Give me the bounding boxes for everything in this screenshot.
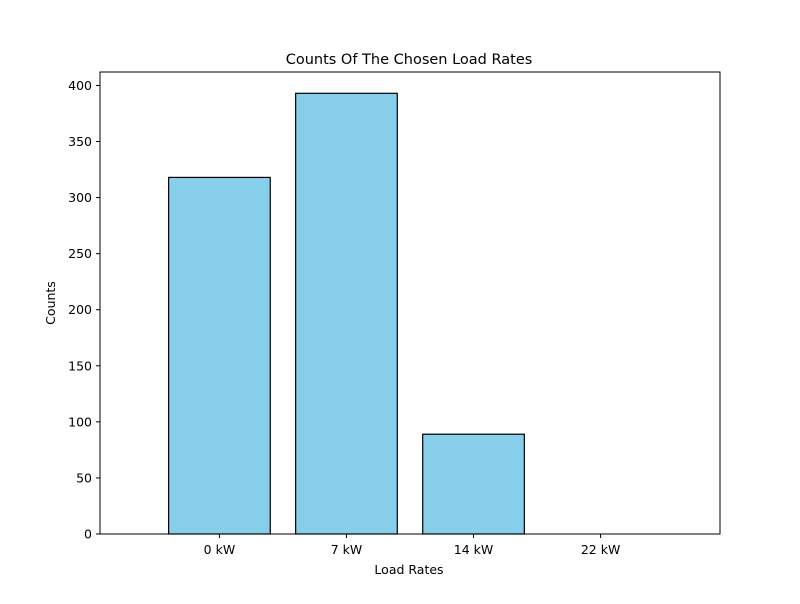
x-tick-label: 22 kW xyxy=(581,542,620,557)
y-tick-label: 200 xyxy=(68,302,92,317)
chart-title: Counts Of The Chosen Load Rates xyxy=(286,52,533,68)
x-tick-label: 0 kW xyxy=(204,542,236,557)
y-tick-label: 250 xyxy=(68,246,92,261)
y-tick-label: 0 xyxy=(84,527,92,542)
y-tick-label: 100 xyxy=(68,414,92,429)
x-axis-label: Load Rates xyxy=(374,562,443,577)
y-tick-label: 400 xyxy=(68,78,92,93)
x-tick-label: 14 kW xyxy=(454,542,493,557)
axes-group xyxy=(99,71,721,535)
y-axis-label: Counts xyxy=(43,281,58,325)
y-tick-label: 50 xyxy=(76,470,92,485)
y-ticks-group: 0 50 100 150 200 250 300 350 400 xyxy=(68,78,100,542)
bars-group xyxy=(168,92,525,535)
y-tick-label: 150 xyxy=(68,358,92,373)
y-tick-label: 300 xyxy=(68,190,92,205)
y-tick-label: 350 xyxy=(68,134,92,149)
bar-7-kw xyxy=(295,92,398,535)
x-tick-label: 7 kW xyxy=(331,542,363,557)
bar-0-kw xyxy=(168,176,271,535)
plot-frame xyxy=(99,71,721,535)
x-ticks-group: 0 kW 7 kW 14 kW 22 kW xyxy=(204,534,620,557)
bar-14-kw xyxy=(422,433,525,535)
